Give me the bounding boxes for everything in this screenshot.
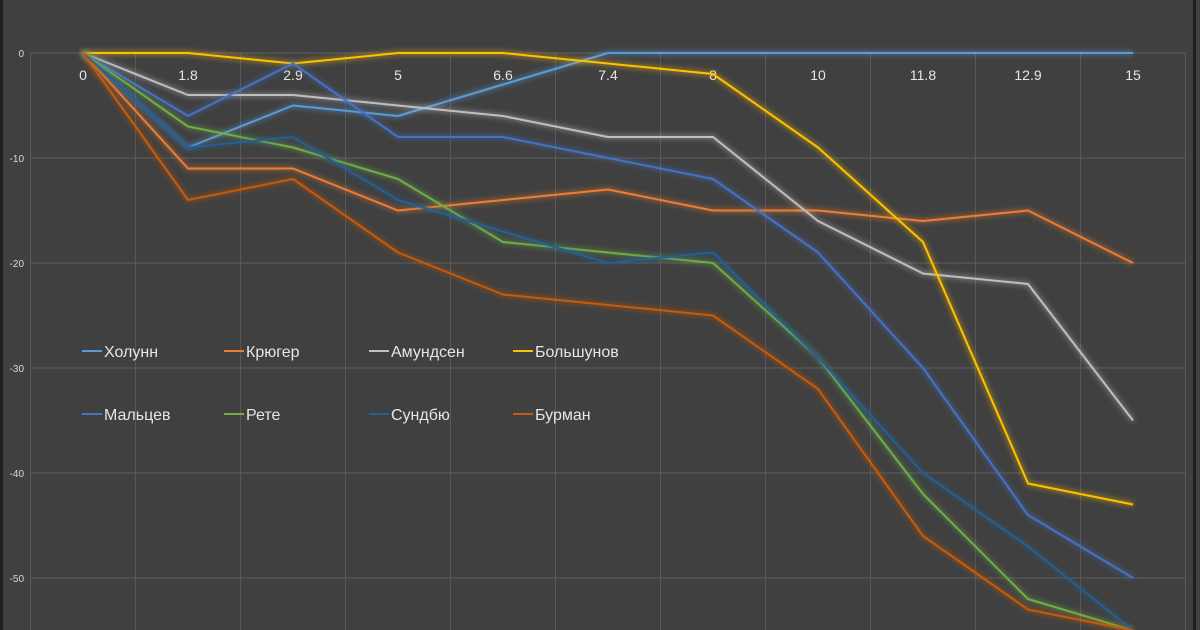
x-tick-label: 11.8 [910, 67, 936, 83]
series-line-3 [83, 52, 1134, 506]
y-tick-label: -20 [10, 259, 25, 270]
series-line-2 [82, 52, 1134, 422]
y-tick-label: -50 [10, 574, 25, 585]
x-tick-label: 7.4 [598, 67, 618, 83]
x-tick-label: 0 [79, 67, 87, 83]
x-tick-label: 1.8 [178, 67, 198, 83]
series-line-4 [82, 52, 1134, 579]
y-tick-label: -30 [10, 364, 25, 375]
x-tick-label: 2.9 [283, 67, 303, 83]
x-tick-label: 5 [394, 67, 402, 83]
legend-label: Рете [246, 407, 280, 424]
legend-label: Холунн [104, 344, 158, 361]
x-tick-label: 12.9 [1014, 67, 1041, 83]
x-axis-tick-labels: 0 1.8 2.9 5 6.6 7.4 8 10 11.8 12.9 15 [79, 67, 1141, 83]
y-tick-label: -40 [10, 469, 25, 480]
legend-label: Крюгер [246, 344, 300, 361]
legend-label: Сундбю [391, 407, 450, 424]
x-tick-label: 10 [810, 67, 826, 83]
y-tick-label: 0 [18, 49, 24, 60]
x-tick-label: 6.6 [493, 67, 513, 83]
legend: Холунн Крюгер Амундсен Большунов Мальцев Рете… [82, 344, 619, 424]
legend-label: Амундсен [391, 344, 465, 361]
series-line-7 [82, 52, 1134, 630]
legend-label: Мальцев [104, 407, 170, 424]
y-axis-tick-labels: 0 -10 -20 -30 -40 -50 [10, 49, 25, 585]
series-lines [82, 52, 1134, 630]
legend-label: Бурман [535, 407, 591, 424]
series-line-1 [82, 52, 1134, 264]
legend-label: Большунов [535, 344, 619, 361]
series-line-0 [82, 52, 1133, 149]
gridlines [30, 52, 1186, 630]
series-line-6 [82, 52, 1134, 630]
x-tick-label: 15 [1125, 67, 1141, 83]
y-tick-label: -10 [10, 154, 25, 165]
